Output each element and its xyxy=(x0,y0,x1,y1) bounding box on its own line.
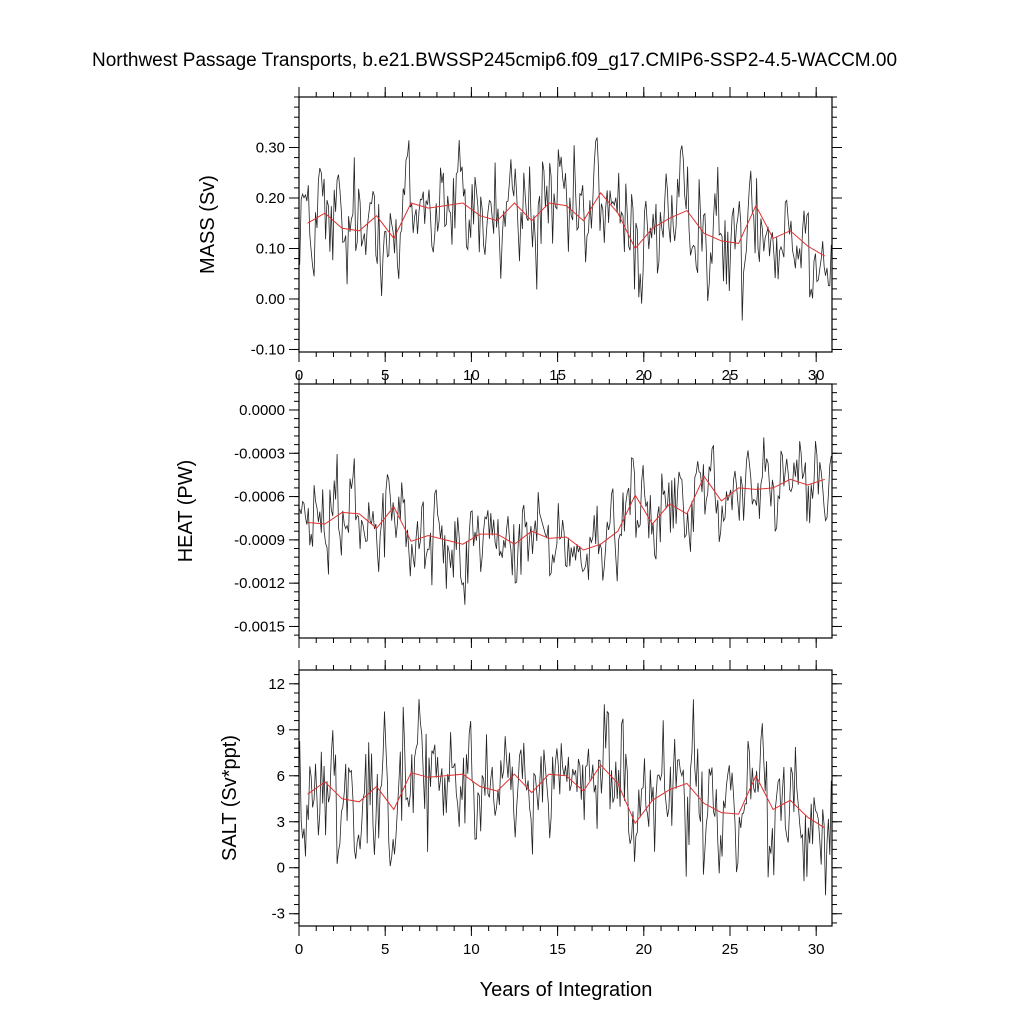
y-tick-label: 0.30 xyxy=(256,139,285,156)
plot-frame xyxy=(298,669,833,927)
x-tick-label: 0 xyxy=(295,941,303,958)
x-tick-label: 25 xyxy=(722,941,739,958)
series-monthly-line xyxy=(299,437,832,605)
y-tick-label: 12 xyxy=(268,676,285,693)
y-tick-label: 0.0000 xyxy=(239,402,285,419)
series-monthly-line xyxy=(299,137,832,321)
y-tick-label: 0 xyxy=(277,860,285,877)
y-tick-label: 3 xyxy=(277,814,285,831)
y-tick-label: -3 xyxy=(272,906,285,923)
y-axis-label: MASS (Sv) xyxy=(197,175,219,274)
x-tick-label: 5 xyxy=(381,941,389,958)
x-tick-label: 10 xyxy=(463,941,480,958)
y-tick-label: 0.20 xyxy=(256,190,285,207)
series-annual-mean-line xyxy=(307,192,826,257)
y-tick-label: -0.10 xyxy=(251,341,285,358)
y-tick-label: -0.0003 xyxy=(234,445,285,462)
plot-frame xyxy=(298,383,833,639)
x-tick-label: 30 xyxy=(808,941,825,958)
series-annual-mean-line xyxy=(307,475,825,551)
series-annual-mean-line xyxy=(307,764,826,829)
x-axis-label: Years of Integration xyxy=(480,979,653,1001)
y-axis-label: SALT (Sv*ppt) xyxy=(219,735,241,861)
panel-2: -0.0015 -0.0012 -0.0009 -0.0006 -0.0003 0.000… xyxy=(175,374,842,648)
y-tick-label: 0.00 xyxy=(256,291,285,308)
x-tick-label: 15 xyxy=(549,941,566,958)
y-tick-label: 0.10 xyxy=(256,240,285,257)
y-tick-label: 9 xyxy=(277,722,285,739)
y-tick-label: -0.0015 xyxy=(234,618,285,635)
panel-3: -3 0 3 6 9 12 0 5 10 15 20 25 30 SALT (Sv*ppt) xyxy=(219,660,842,958)
y-tick-label: -0.0009 xyxy=(234,532,285,549)
series-monthly-line xyxy=(299,699,832,896)
y-tick-label: -0.0012 xyxy=(234,575,285,592)
x-tick-label: 20 xyxy=(635,941,652,958)
y-axis-label: HEAT (PW) xyxy=(175,460,197,563)
plot-frame xyxy=(298,96,833,353)
chart-title: Northwest Passage Transports, b.e21.BWSS… xyxy=(92,50,897,71)
y-tick-label: -0.0006 xyxy=(234,489,285,506)
y-tick-label: 6 xyxy=(277,768,285,785)
